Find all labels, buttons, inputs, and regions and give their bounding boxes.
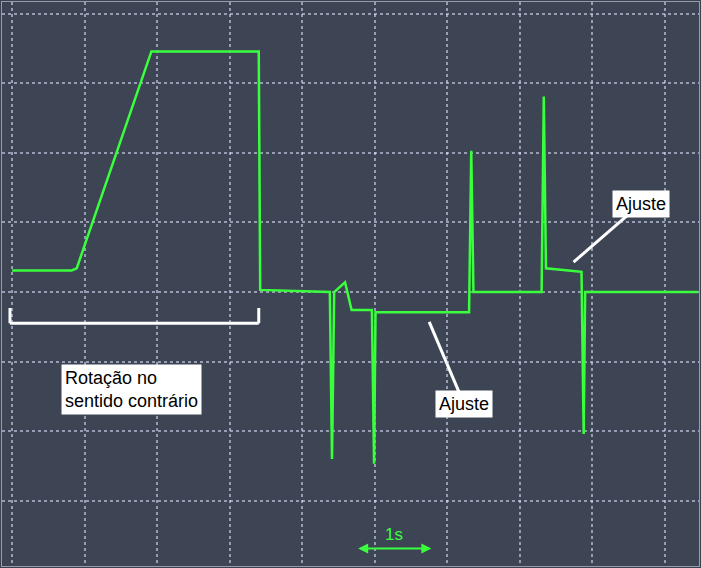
- svg-text:Ajuste: Ajuste: [616, 194, 666, 214]
- svg-text:1s: 1s: [385, 525, 403, 544]
- svg-text:Ajuste: Ajuste: [439, 394, 489, 414]
- svg-text:Rotação nosentido contrário: Rotação nosentido contrário: [65, 368, 198, 411]
